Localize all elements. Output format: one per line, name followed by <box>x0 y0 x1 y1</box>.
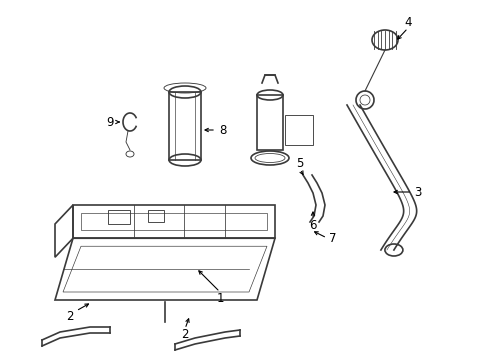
Text: 6: 6 <box>308 219 316 231</box>
Text: 3: 3 <box>413 185 421 198</box>
Text: 8: 8 <box>219 123 226 136</box>
Text: 2: 2 <box>181 328 188 342</box>
Text: 9: 9 <box>106 116 114 129</box>
Text: 2: 2 <box>66 310 74 324</box>
Text: 1: 1 <box>216 292 224 305</box>
Text: 7: 7 <box>328 231 336 244</box>
Text: 5: 5 <box>296 157 303 170</box>
Bar <box>108 210 130 224</box>
Text: 4: 4 <box>404 15 411 28</box>
Bar <box>285 115 312 145</box>
Bar <box>169 92 201 160</box>
Bar <box>257 95 283 150</box>
Bar <box>148 210 163 222</box>
